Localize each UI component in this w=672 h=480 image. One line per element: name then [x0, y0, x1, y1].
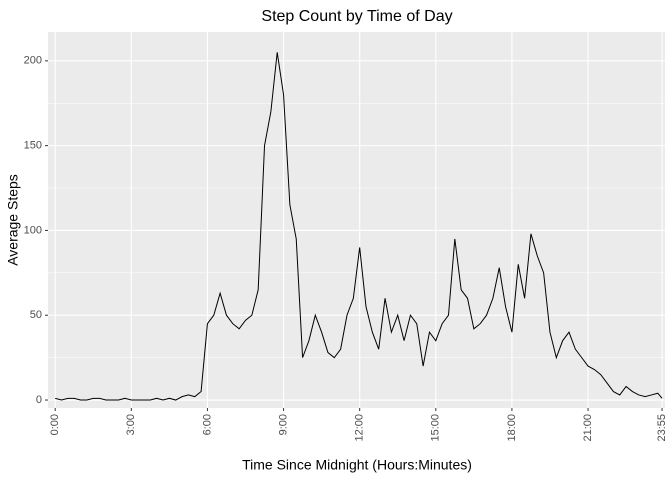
chart-title: Step Count by Time of Day [261, 8, 452, 25]
line-series [55, 52, 663, 401]
x-tick-label: 15:00 [430, 414, 442, 442]
y-tick-label: 50 [30, 309, 42, 321]
y-tick-label: 200 [24, 55, 42, 67]
x-tick-label: 9:00 [277, 414, 289, 435]
x-tick-label: 23:55 [656, 414, 668, 442]
x-tick-label: 12:00 [354, 414, 366, 442]
y-tick-label: 0 [36, 394, 42, 406]
x-tick-label: 0:00 [49, 414, 61, 435]
x-tick-label: 21:00 [582, 414, 594, 442]
marks [55, 52, 663, 401]
x-tick-label: 3:00 [125, 414, 137, 435]
x-axis-title: Time Since Midnight (Hours:Minutes) [242, 457, 472, 473]
y-axis-title: Average Steps [5, 174, 21, 266]
x-tick-label: 18:00 [506, 414, 518, 442]
y-tick-label: 100 [24, 224, 42, 236]
panel [48, 32, 665, 408]
y-tick-label: 150 [24, 140, 42, 152]
x-tick-label: 6:00 [201, 414, 213, 435]
grid [48, 32, 665, 408]
